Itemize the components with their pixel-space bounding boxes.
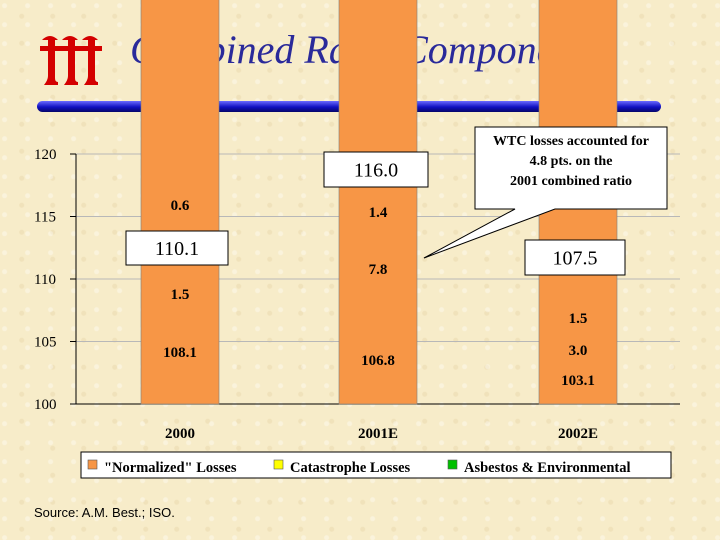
callout-text: 2001 combined ratio bbox=[510, 174, 632, 189]
legend-label: Catastrophe Losses bbox=[290, 460, 411, 476]
total-label: 116.0 bbox=[354, 160, 398, 182]
legend-swatch bbox=[87, 459, 98, 470]
y-tick-label: 100 bbox=[34, 397, 57, 413]
legend-label: "Normalized" Losses bbox=[104, 460, 237, 476]
company-logo bbox=[40, 36, 102, 85]
y-tick-label: 110 bbox=[34, 272, 56, 288]
data-label: 7.8 bbox=[369, 262, 388, 278]
source-note: Source: A.M. Best.; ISO. bbox=[34, 505, 175, 520]
bar-segment bbox=[338, 0, 418, 405]
data-label: 106.8 bbox=[361, 353, 395, 369]
y-tick-label: 105 bbox=[34, 335, 57, 351]
data-label: 1.5 bbox=[171, 287, 190, 303]
callout-text: WTC losses accounted for bbox=[493, 134, 649, 149]
data-label: 1.5 bbox=[569, 311, 588, 327]
legend-swatch bbox=[447, 459, 458, 470]
x-tick-label: 2001E bbox=[358, 426, 398, 442]
x-tick-label: 2000 bbox=[165, 426, 195, 442]
data-label: 103.1 bbox=[561, 373, 595, 389]
callout-bubble bbox=[423, 126, 668, 259]
data-label: 108.1 bbox=[163, 345, 197, 361]
legend-label: Asbestos & Environmental bbox=[464, 460, 631, 476]
x-tick-label: 2002E bbox=[558, 426, 598, 442]
total-box bbox=[125, 230, 229, 266]
bar-segment bbox=[140, 0, 220, 405]
y-tick-label: 115 bbox=[34, 210, 56, 226]
data-label: 1.4 bbox=[369, 205, 388, 221]
y-tick-label: 120 bbox=[34, 147, 57, 163]
legend-swatch bbox=[273, 459, 284, 470]
total-label: 107.5 bbox=[553, 248, 598, 270]
legend-box bbox=[80, 451, 672, 479]
total-label: 110.1 bbox=[155, 238, 199, 260]
total-box bbox=[524, 239, 626, 276]
data-label: 3.0 bbox=[569, 343, 588, 359]
data-label: 0.6 bbox=[171, 198, 190, 214]
total-box bbox=[323, 151, 429, 188]
callout-text: 4.8 pts. on the bbox=[530, 154, 613, 169]
